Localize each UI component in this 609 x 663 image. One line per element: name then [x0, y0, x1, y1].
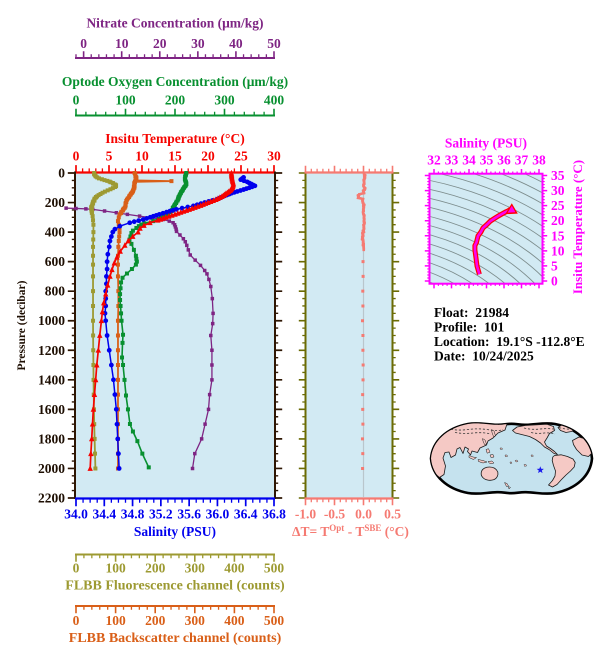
svg-text:300: 300: [185, 613, 206, 628]
svg-text:25: 25: [551, 198, 565, 213]
svg-text:36.8: 36.8: [262, 507, 286, 522]
svg-text:200: 200: [165, 93, 186, 108]
svg-text:600: 600: [45, 254, 66, 269]
svg-text:30: 30: [551, 183, 565, 198]
svg-text:10: 10: [135, 149, 149, 164]
svg-text:34.0: 34.0: [64, 507, 88, 522]
svg-text:34.8: 34.8: [121, 507, 145, 522]
svg-text:500: 500: [264, 561, 285, 576]
svg-text:Float: 21984: Float: 21984: [434, 305, 509, 320]
svg-text:35: 35: [480, 153, 494, 168]
svg-text:0: 0: [73, 149, 80, 164]
svg-text:Salinity (PSU): Salinity (PSU): [445, 136, 527, 151]
svg-text:2000: 2000: [38, 461, 65, 476]
svg-text:36.4: 36.4: [234, 507, 258, 522]
svg-text:36: 36: [497, 153, 511, 168]
svg-text:Location: 19.1°S -112.8°E: Location: 19.1°S -112.8°E: [434, 334, 585, 349]
svg-text:34: 34: [462, 153, 476, 168]
svg-text:-1.0: -1.0: [295, 507, 317, 522]
svg-text:0.5: 0.5: [384, 507, 401, 522]
svg-text:1000: 1000: [38, 313, 65, 328]
svg-text:25: 25: [234, 149, 248, 164]
svg-text:34.4: 34.4: [92, 507, 116, 522]
svg-text:5: 5: [551, 258, 558, 273]
svg-text:2200: 2200: [38, 491, 65, 506]
svg-text:400: 400: [224, 561, 245, 576]
svg-text:0: 0: [80, 36, 87, 51]
svg-text:37: 37: [515, 153, 529, 168]
svg-text:30: 30: [267, 149, 281, 164]
svg-text:500: 500: [264, 613, 285, 628]
svg-text:35.6: 35.6: [177, 507, 201, 522]
svg-text:Insitu Temperature (°C): Insitu Temperature (°C): [105, 131, 244, 146]
svg-text:36.0: 36.0: [206, 507, 230, 522]
svg-text:20: 20: [551, 213, 565, 228]
svg-text:15: 15: [168, 149, 182, 164]
svg-text:33: 33: [445, 153, 459, 168]
svg-text:Date: 10/24/2025: Date: 10/24/2025: [434, 349, 534, 364]
svg-text:30: 30: [191, 36, 205, 51]
svg-text:0.0: 0.0: [355, 507, 372, 522]
svg-text:15: 15: [551, 228, 565, 243]
svg-text:5: 5: [106, 149, 113, 164]
svg-text:Insitu Temperature (°C): Insitu Temperature (°C): [570, 160, 585, 294]
svg-text:10: 10: [115, 36, 129, 51]
svg-text:400: 400: [224, 613, 245, 628]
svg-text:1400: 1400: [38, 372, 65, 387]
svg-text:1200: 1200: [38, 343, 65, 358]
svg-text:38: 38: [532, 153, 546, 168]
svg-text:100: 100: [105, 561, 126, 576]
svg-text:400: 400: [45, 225, 66, 240]
svg-text:0: 0: [73, 93, 80, 108]
svg-text:0: 0: [551, 274, 558, 289]
svg-text:200: 200: [145, 561, 166, 576]
svg-text:400: 400: [264, 93, 285, 108]
svg-text:32: 32: [427, 153, 441, 168]
svg-text:200: 200: [145, 613, 166, 628]
svg-text:FLBB Backscatter channel (coun: FLBB Backscatter channel (counts): [69, 631, 282, 646]
svg-text:20: 20: [153, 36, 167, 51]
svg-text:35: 35: [551, 168, 565, 183]
svg-text:-0.5: -0.5: [324, 507, 346, 522]
svg-text:300: 300: [185, 561, 206, 576]
svg-text:FLBB Fluorescence channel (cou: FLBB Fluorescence channel (counts): [65, 579, 285, 594]
svg-text:Pressure (decibar): Pressure (decibar): [16, 280, 28, 370]
svg-text:1600: 1600: [38, 402, 65, 417]
svg-text:ΔT= TOpt - TSBE (°C): ΔT= TOpt - TSBE (°C): [292, 523, 409, 539]
svg-text:Profile: 101: Profile: 101: [434, 320, 504, 335]
svg-text:0: 0: [73, 561, 80, 576]
svg-text:300: 300: [214, 93, 235, 108]
svg-text:100: 100: [115, 93, 136, 108]
svg-text:200: 200: [45, 195, 66, 210]
svg-text:800: 800: [45, 284, 66, 299]
svg-text:Salinity (PSU): Salinity (PSU): [134, 524, 216, 539]
svg-text:10: 10: [551, 243, 565, 258]
svg-text:50: 50: [267, 36, 281, 51]
svg-text:0: 0: [58, 166, 65, 181]
svg-text:0: 0: [73, 613, 80, 628]
svg-text:1800: 1800: [38, 431, 65, 446]
svg-text:20: 20: [201, 149, 215, 164]
svg-text:Nitrate Concentration (μm/kg): Nitrate Concentration (μm/kg): [86, 16, 263, 31]
svg-text:Optode Oxygen Concentration (μ: Optode Oxygen Concentration (μm/kg): [62, 74, 288, 89]
svg-text:35.2: 35.2: [149, 507, 173, 522]
svg-text:40: 40: [229, 36, 243, 51]
svg-text:100: 100: [105, 613, 126, 628]
